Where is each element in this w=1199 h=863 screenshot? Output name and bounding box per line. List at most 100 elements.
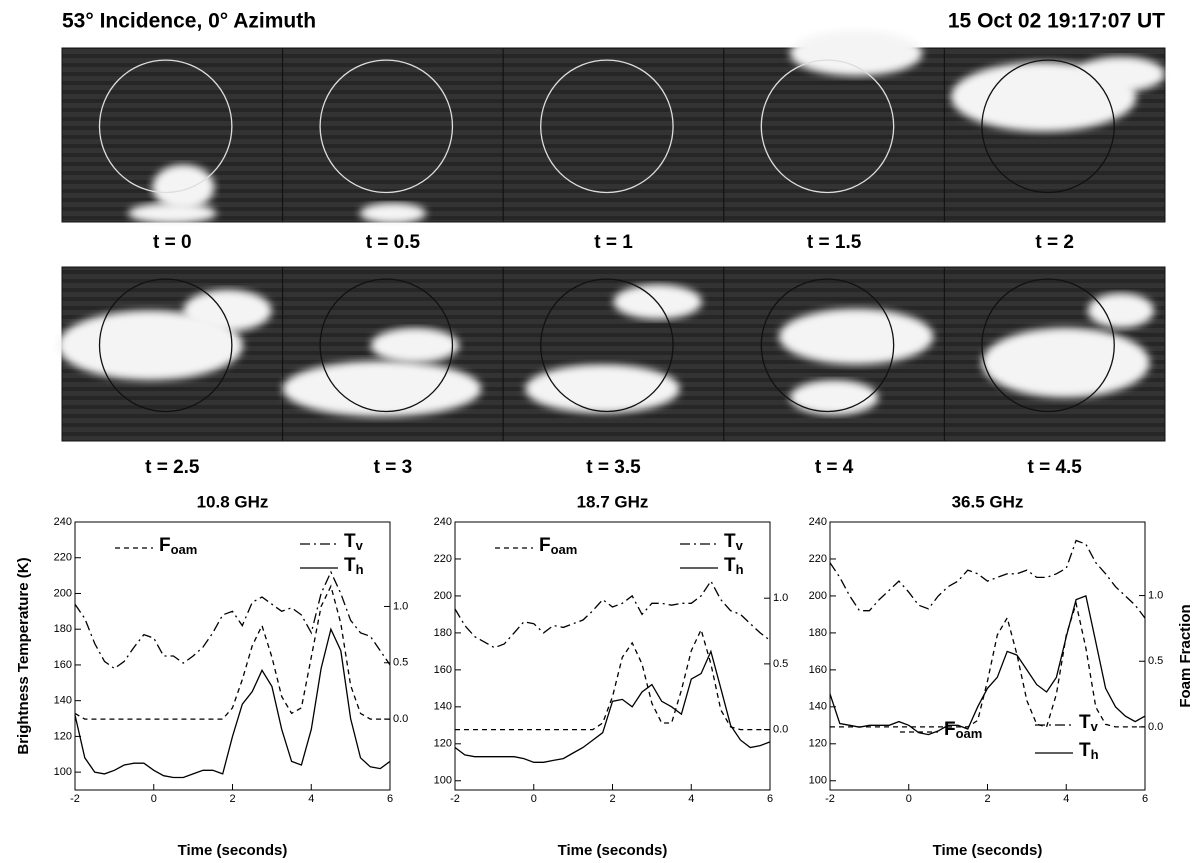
legend-label: Foam: [944, 719, 982, 741]
image-panel: [282, 47, 504, 224]
image-panel: [282, 266, 504, 442]
legend-label: Th: [1079, 740, 1099, 762]
y-tick-label: 160: [809, 664, 827, 676]
plot-frame: [454, 521, 771, 791]
x-tick-label: 0: [906, 793, 912, 805]
figure-title: 53° Incidence, 0° Azimuth: [62, 10, 316, 33]
x-tick-label: 4: [688, 793, 694, 805]
panel-label: t = 1.5: [807, 232, 862, 253]
foam-patch: [359, 202, 426, 224]
x-tick-label: 0: [151, 793, 157, 805]
footprint-circle: [319, 278, 454, 413]
footprint-circle: [981, 278, 1115, 413]
x-axis-label: Time (seconds): [178, 842, 288, 859]
panel-label: t = 4: [815, 457, 854, 478]
footprint-circle: [98, 278, 233, 413]
x-tick-label: -2: [70, 793, 80, 805]
panel-label: t = 3: [374, 457, 413, 478]
series-line: [74, 584, 390, 720]
y2-tick-label: 0.5: [1148, 655, 1163, 667]
y2-tick-label: 1.0: [1148, 589, 1163, 601]
y-tick-label: 140: [434, 701, 452, 713]
image-panel: [502, 47, 725, 223]
y-tick-label: 240: [54, 516, 72, 528]
x-tick-label: 6: [387, 793, 393, 805]
footprint-circle: [540, 59, 674, 194]
image-panel: [61, 47, 284, 224]
chart-title: 36.5 GHz: [952, 492, 1024, 511]
y-tick-label: 200: [54, 587, 72, 599]
y-tick-label: 200: [809, 590, 827, 602]
foam-patch: [1076, 56, 1165, 92]
foam-patch: [57, 310, 243, 381]
series-line: [74, 570, 391, 670]
foam-patch: [789, 380, 879, 415]
legend-label: Foam: [159, 535, 197, 557]
y-tick-label: 240: [434, 516, 452, 528]
legend-label: Tv: [344, 531, 364, 553]
panel-label: t = 2: [1035, 232, 1074, 253]
timestamp: 15 Oct 02 19:17:07 UT: [948, 10, 1165, 33]
legend-label: Th: [724, 555, 744, 577]
image-panel: [723, 266, 945, 442]
x-tick-label: 4: [308, 793, 314, 805]
legend-label: Th: [344, 555, 364, 577]
y2-tick-label: 1.0: [393, 600, 408, 612]
x-tick-label: 2: [609, 793, 615, 805]
series-line: [454, 579, 771, 649]
series-line: [454, 649, 771, 763]
panel-label: t = 0.5: [366, 232, 421, 253]
y-tick-label: 160: [54, 659, 72, 671]
image-panel: [943, 47, 1166, 223]
y-tick-label: 140: [809, 701, 827, 713]
y2-tick-label: 0.0: [1148, 721, 1163, 733]
foam-patch: [525, 364, 680, 414]
y2-tick-label: 0.5: [393, 657, 408, 669]
y2-axis-label: Foam Fraction: [1177, 604, 1194, 707]
chart-title: 10.8 GHz: [197, 492, 269, 511]
x-axis-label: Time (seconds): [933, 842, 1043, 859]
y-tick-label: 120: [809, 738, 827, 750]
series-line: [829, 539, 1146, 619]
y-tick-label: 180: [434, 627, 452, 639]
x-axis-label: Time (seconds): [558, 842, 668, 859]
foam-patch: [1087, 293, 1154, 328]
foam-patch: [128, 202, 217, 224]
plot-frame: [74, 521, 391, 791]
x-tick-label: 2: [229, 793, 235, 805]
footprint-circle: [98, 59, 233, 194]
y-tick-label: 160: [434, 664, 452, 676]
series-line: [455, 627, 770, 731]
y2-tick-label: 0.0: [773, 723, 788, 735]
footprint-circle: [540, 278, 674, 413]
foam-patch: [613, 284, 702, 320]
footprint-circle: [760, 59, 895, 194]
foam-patch: [789, 30, 923, 76]
series-line: [829, 595, 1146, 736]
x-tick-label: 6: [1142, 793, 1148, 805]
y-tick-label: 220: [434, 553, 452, 565]
image-panel: [502, 266, 725, 442]
legend-label: Tv: [1079, 712, 1099, 734]
footprint-circle: [760, 278, 895, 413]
foam-patch: [282, 360, 482, 417]
image-panel: [943, 266, 1166, 442]
series-line: [74, 627, 391, 779]
panel-label: t = 0: [153, 232, 192, 253]
series-line: [830, 600, 1145, 728]
y-tick-label: 240: [809, 516, 827, 528]
x-tick-label: -2: [450, 793, 460, 805]
x-tick-label: 4: [1063, 793, 1069, 805]
panel-label: t = 3.5: [586, 457, 641, 478]
y-tick-label: 140: [54, 695, 72, 707]
x-tick-label: -2: [825, 793, 835, 805]
panel-background: [723, 47, 945, 223]
image-panel: [57, 266, 284, 442]
foam-patch: [370, 327, 460, 363]
y-tick-label: 200: [434, 590, 452, 602]
y2-tick-label: 0.5: [773, 658, 788, 670]
y2-tick-label: 0.0: [393, 713, 408, 725]
panel-background: [502, 47, 725, 223]
y-tick-label: 100: [54, 766, 72, 778]
footprint-circle: [319, 59, 454, 194]
